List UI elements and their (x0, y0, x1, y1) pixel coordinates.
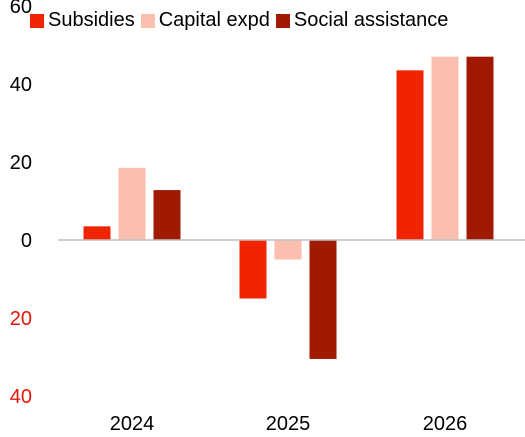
legend-item-capital-expd: Capital expd (140, 9, 270, 32)
y-tick-label: 60 (10, 0, 32, 18)
legend-label-social-assistance: Social assistance (293, 9, 449, 31)
y-axis-ticks: 60 40 20 0 20 40 (10, 0, 32, 408)
legend-label-capital-expd: Capital expd (158, 9, 270, 31)
legend-swatch-capital-expd (140, 13, 155, 28)
y-tick-label: 40 (10, 386, 32, 408)
x-category-label: 2026 (423, 413, 468, 435)
bar-capital-expd-2024 (118, 167, 146, 240)
legend-swatch-subsidies (30, 13, 44, 28)
y-tick-label: 20 (10, 152, 32, 174)
x-axis-categories: 2024 2025 2026 (110, 413, 468, 435)
legend-item-social-assistance: Social assistance (275, 9, 449, 32)
legend: Subsidies Capital expd Social assistance (30, 9, 454, 32)
bar-subsidies-2024 (83, 226, 111, 240)
bar-capital-expd-2025 (274, 240, 302, 260)
bar-social-assistance-2026 (466, 56, 494, 241)
y-tick-label: 40 (10, 74, 32, 96)
y-tick-label: 0 (21, 230, 32, 252)
y-tick-label: 20 (10, 308, 32, 330)
legend-label-subsidies: Subsidies (48, 9, 135, 31)
legend-swatch-social-assistance (275, 13, 290, 28)
bar-social-assistance-2025 (309, 240, 337, 359)
bar-subsidies-2026 (396, 70, 424, 240)
bar-capital-expd-2026 (431, 56, 459, 241)
legend-item-subsidies: Subsidies (30, 9, 135, 32)
bars (83, 56, 494, 359)
x-category-label: 2024 (110, 413, 155, 435)
x-category-label: 2025 (266, 413, 311, 435)
bar-social-assistance-2024 (153, 190, 181, 240)
bar-subsidies-2025 (239, 240, 267, 299)
